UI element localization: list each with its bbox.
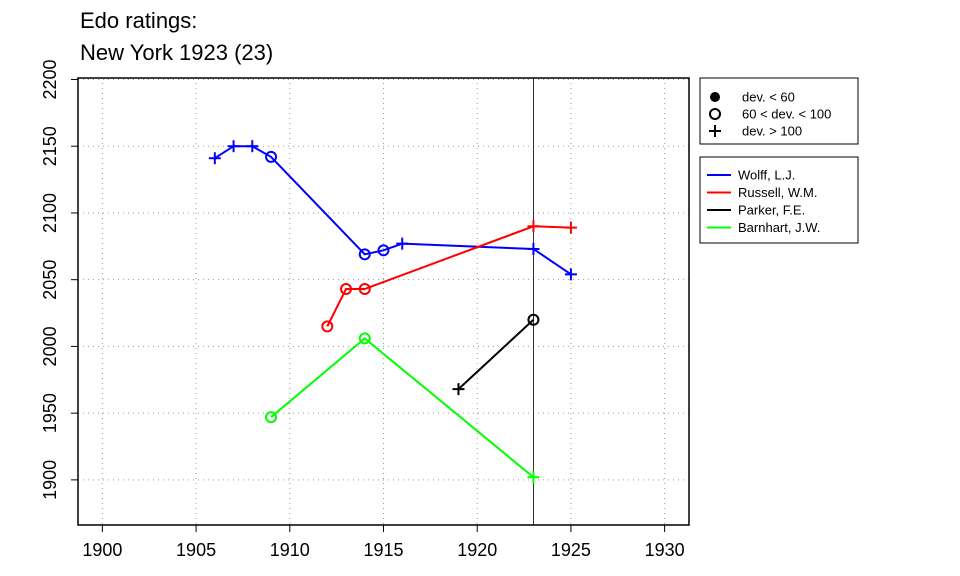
x-tick-label: 1915 (363, 540, 403, 560)
legend-marker-plus (709, 125, 721, 137)
marker-legend-label: 60 < dev. < 100 (742, 107, 831, 122)
data-point (340, 283, 353, 296)
data-point (265, 411, 278, 424)
data-point (265, 150, 278, 163)
x-tick-label: 1925 (551, 540, 591, 560)
marker-legend-label: dev. < 60 (742, 90, 795, 105)
data-point (452, 383, 465, 396)
series-legend-box (699, 156, 859, 244)
data-point (358, 332, 371, 345)
series-legend-label: Russell, W.M. (738, 185, 817, 200)
x-tick-label: 1910 (270, 540, 310, 560)
chart-title-line-1: Edo ratings: (80, 8, 198, 33)
data-point (227, 140, 240, 153)
marker-legend: dev. < 60 60 < dev. < 100 dev. > 100 (699, 77, 859, 145)
series-3 (265, 332, 540, 484)
data-point (396, 237, 409, 250)
plot-border (77, 77, 690, 526)
y-tick-label: 1900 (40, 460, 60, 500)
x-tick-label: 1920 (457, 540, 497, 560)
y-tick-label: 2050 (40, 260, 60, 300)
series-line (457, 318, 535, 390)
data-point (358, 248, 371, 261)
data-point (527, 471, 540, 484)
series-line (326, 225, 571, 327)
series-legend: Wolff, L.J. Russell, W.M. Parker, F.E. Barn… (699, 156, 859, 244)
series-line (270, 337, 535, 478)
data-point (246, 140, 259, 153)
series-line (214, 145, 572, 276)
y-tick-label: 2150 (40, 126, 60, 166)
marker-legend-label: dev. > 100 (742, 124, 802, 139)
series-legend-label: Parker, F.E. (738, 203, 805, 218)
y-tick-label: 2200 (40, 59, 60, 99)
series-0 (208, 140, 577, 281)
x-tick-label: 1930 (645, 540, 685, 560)
marker-legend-box (699, 77, 859, 145)
data-point (527, 313, 540, 326)
x-tick-label: 1905 (176, 540, 216, 560)
data-point (564, 221, 577, 234)
data-point (527, 242, 540, 255)
y-tick-label: 2100 (40, 193, 60, 233)
data-point (527, 220, 540, 233)
y-tick-label: 1950 (40, 393, 60, 433)
data-point (321, 320, 334, 333)
chart-title-line-2: New York 1923 (23) (80, 40, 274, 65)
y-tick-label: 2000 (40, 326, 60, 366)
series-legend-label: Wolff, L.J. (738, 168, 795, 183)
data-point (377, 244, 390, 257)
data-point (208, 152, 221, 165)
series-1 (321, 220, 577, 333)
legend-marker-dot (710, 92, 720, 102)
data-point (358, 283, 371, 296)
series-2 (452, 313, 540, 396)
series-legend-label: Barnhart, J.W. (738, 220, 820, 235)
data-point (564, 268, 577, 281)
x-tick-label: 1900 (82, 540, 122, 560)
legend-marker-circle (709, 108, 721, 120)
